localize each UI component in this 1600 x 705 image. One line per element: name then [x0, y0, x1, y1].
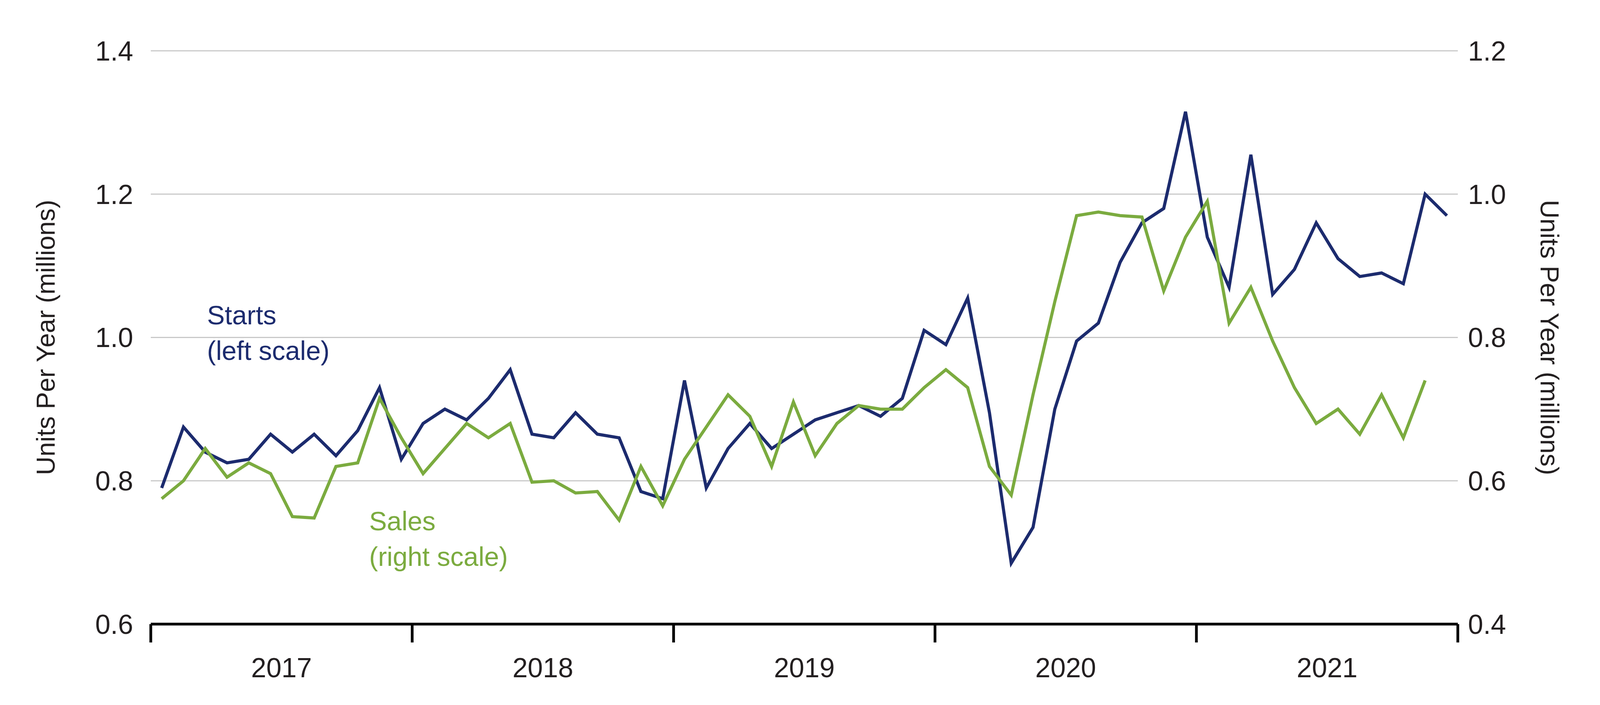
svg-text:0.8: 0.8 [95, 465, 134, 497]
svg-text:2021: 2021 [1296, 652, 1358, 683]
svg-text:2020: 2020 [1035, 652, 1097, 683]
svg-text:2017: 2017 [251, 652, 313, 683]
svg-text:0.6: 0.6 [95, 608, 134, 640]
svg-text:1.0: 1.0 [95, 322, 134, 353]
svg-text:1.2: 1.2 [1467, 35, 1506, 67]
svg-text:2019: 2019 [773, 652, 835, 683]
svg-text:1.2: 1.2 [95, 179, 134, 210]
svg-text:1.0: 1.0 [1467, 179, 1506, 210]
svg-text:Units Per Year (millions): Units Per Year (millions) [1535, 199, 1565, 475]
svg-text:Starts(left scale): Starts(left scale) [207, 300, 330, 366]
svg-text:0.6: 0.6 [1467, 465, 1506, 497]
svg-text:0.4: 0.4 [1467, 608, 1506, 640]
svg-text:Sales(right scale): Sales(right scale) [369, 505, 508, 572]
svg-text:2018: 2018 [512, 652, 574, 683]
svg-text:Units Per Year (millions): Units Per Year (millions) [31, 199, 61, 475]
svg-text:1.4: 1.4 [95, 35, 134, 67]
svg-text:0.8: 0.8 [1467, 322, 1506, 353]
